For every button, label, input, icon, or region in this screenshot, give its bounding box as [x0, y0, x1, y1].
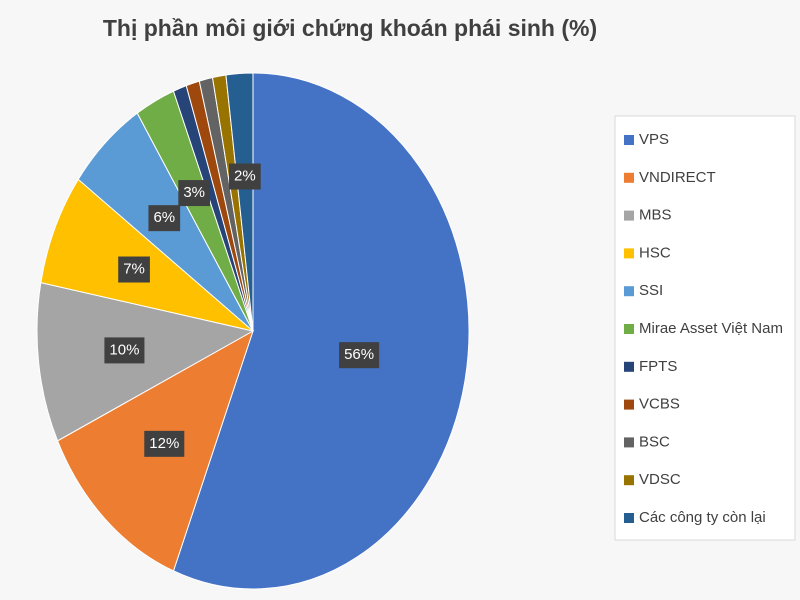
data-label: 6%	[148, 205, 181, 232]
data-label-text: 2%	[234, 167, 256, 184]
data-label-bg	[118, 256, 150, 283]
legend-label: VPS	[639, 131, 669, 148]
data-label-bg	[148, 205, 181, 232]
pie-slice	[40, 178, 254, 332]
legend-label: BSC	[639, 433, 670, 450]
legend-label: VDSC	[639, 471, 681, 488]
data-label-text: 7%	[123, 260, 145, 277]
pie-slice	[225, 72, 254, 332]
legend-label: Mirae Asset Việt Nam	[639, 320, 783, 337]
legend-label: Các công ty còn lại	[639, 509, 766, 526]
data-label-bg	[178, 180, 211, 207]
data-label-text: 6%	[153, 209, 175, 226]
legend-swatch	[624, 437, 634, 448]
pie-slice	[36, 282, 255, 442]
data-label-bg	[144, 430, 185, 457]
data-label-text: 56%	[344, 346, 374, 363]
chart-title: Thị phần môi giới chứng khoán phái sinh …	[103, 15, 597, 41]
legend-box	[614, 115, 796, 541]
legend-label: FPTS	[639, 358, 677, 375]
data-label-bg	[229, 163, 261, 190]
legend-label: HSC	[639, 244, 671, 261]
data-label-bg	[339, 342, 380, 369]
data-label-text: 10%	[109, 341, 139, 358]
legend-swatch	[624, 210, 634, 221]
data-label: 3%	[178, 180, 211, 207]
data-label: 2%	[229, 163, 261, 190]
data-label: 12%	[144, 430, 185, 457]
data-label-text: 3%	[183, 184, 205, 201]
legend-swatch	[624, 135, 634, 145]
data-label: 10%	[104, 337, 145, 364]
legend-swatch	[624, 475, 634, 486]
data-label: 7%	[118, 256, 150, 283]
data-label-text: 12%	[149, 435, 179, 452]
legend-swatch	[624, 172, 634, 183]
legend-swatch	[624, 361, 634, 372]
legend-label: SSI	[639, 282, 663, 299]
legend-label: MBS	[639, 207, 672, 224]
legend-swatch	[624, 286, 634, 297]
legend-swatch	[624, 324, 634, 334]
legend-swatch	[624, 399, 634, 410]
data-label-bg	[104, 337, 145, 364]
legend-label: VNDIRECT	[639, 169, 716, 186]
legend-label: VCBS	[639, 396, 680, 413]
pie-slice	[172, 72, 470, 590]
legend-swatch	[624, 513, 634, 523]
legend-swatch	[624, 248, 634, 259]
data-label: 56%	[339, 342, 380, 369]
